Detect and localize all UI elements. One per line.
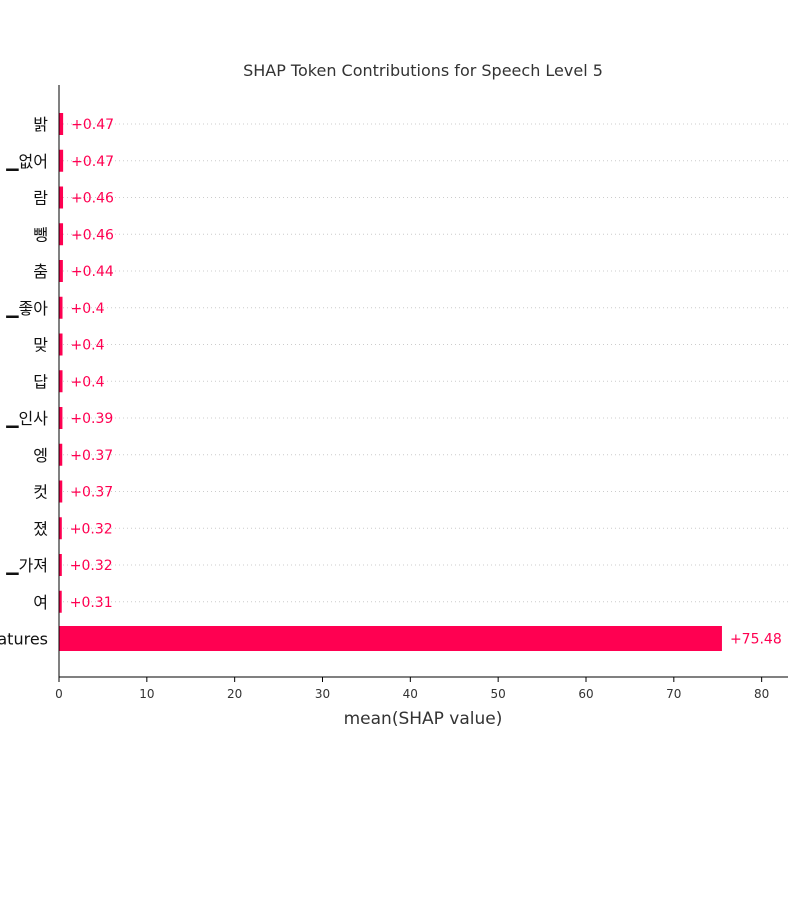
bar: [59, 443, 63, 466]
x-tick-label: 40: [403, 687, 418, 701]
axes: 0 10 20 30 40 50 60 70 80: [55, 85, 788, 701]
x-tick-label: 10: [139, 687, 154, 701]
category-label: 답: [33, 372, 48, 391]
x-tick-label: 50: [491, 687, 506, 701]
x-tick-label: 0: [55, 687, 63, 701]
bar: [59, 149, 64, 172]
x-tick-label: 80: [754, 687, 769, 701]
bar: [59, 260, 63, 282]
gridlines: [59, 123, 788, 603]
x-tick-label: 30: [315, 687, 330, 701]
x-axis-title: mean(SHAP value): [344, 709, 503, 729]
x-tick-label: 60: [578, 687, 593, 701]
value-label: +0.4: [71, 338, 105, 354]
category-label: ▁인사: [5, 409, 48, 428]
value-label: +0.39: [70, 411, 113, 427]
value-label: +0.37: [70, 448, 113, 464]
x-tick-label: 20: [227, 687, 242, 701]
category-label: 춤: [33, 262, 48, 281]
category-label: 졌: [33, 519, 48, 538]
bar: [59, 333, 63, 356]
category-label: ▁없어: [5, 152, 48, 171]
bar: [59, 296, 63, 319]
category-label: 뺑: [33, 225, 48, 244]
bar: [59, 626, 722, 651]
chart-title: SHAP Token Contributions for Speech Leve…: [243, 61, 603, 80]
bar: [59, 480, 63, 503]
category-label: ▁좋아: [5, 299, 48, 318]
category-label: 컷: [33, 483, 48, 502]
value-label: +0.4: [71, 374, 105, 390]
bar: [59, 186, 64, 209]
bar: [59, 407, 63, 429]
value-label: +0.37: [70, 485, 113, 501]
value-label: +0.46: [71, 191, 114, 207]
labels: +0.47 밝 +0.47 ▁없어 +0.46 람 +0.46 뺑 +0.44 춤 +0.4 ▁좋아 +…: [0, 115, 782, 649]
category-label: Sum of other features: [0, 630, 48, 649]
value-label: +0.31: [70, 595, 113, 611]
value-label: +0.47: [71, 154, 114, 170]
category-label: 맞: [33, 336, 48, 355]
value-label: +0.4: [71, 301, 105, 317]
bar: [59, 370, 63, 393]
category-label: ▁가져: [5, 556, 48, 575]
value-label: +0.44: [71, 264, 114, 280]
value-label: +0.46: [71, 227, 114, 243]
category-label: 람: [33, 189, 48, 208]
bar: [59, 517, 62, 540]
category-label: 엥: [33, 446, 48, 465]
bar: [59, 590, 62, 613]
category-label: 밝: [33, 115, 48, 134]
x-tick-label: 70: [666, 687, 681, 701]
category-label: 여: [33, 593, 48, 612]
bar: [59, 554, 62, 576]
bar: [59, 223, 64, 246]
bars: [59, 113, 722, 651]
value-label: +0.32: [70, 521, 113, 537]
value-label: +75.48: [730, 632, 782, 648]
value-label: +0.47: [71, 117, 114, 133]
bar: [59, 113, 64, 135]
value-label: +0.32: [70, 558, 113, 574]
